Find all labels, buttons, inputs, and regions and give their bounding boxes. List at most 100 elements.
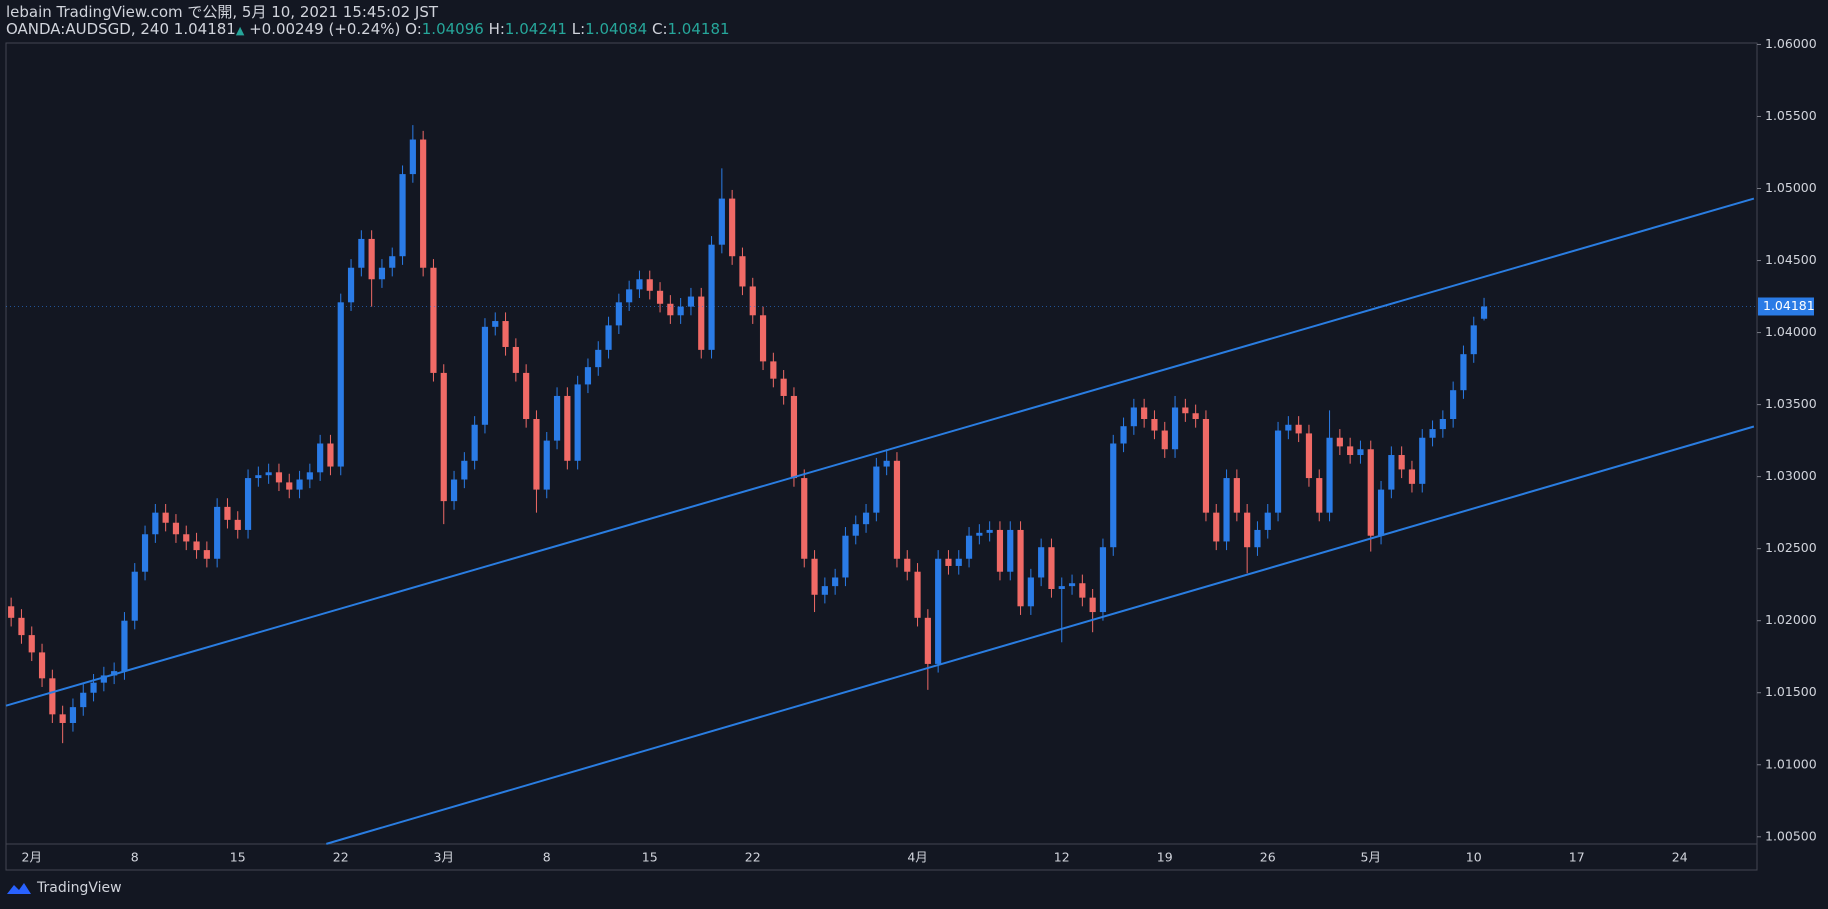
candle-body [440, 372, 447, 502]
candle-body [255, 475, 262, 479]
candle-body [1038, 547, 1045, 578]
last-price-label: 1.04181 [1763, 298, 1815, 313]
candle-body [636, 279, 643, 290]
candle-body [347, 267, 355, 303]
x-tick-label: 2月 [22, 850, 42, 865]
candle-body [420, 139, 427, 268]
candle-body [18, 617, 25, 636]
candle-body [935, 558, 942, 664]
x-tick-label: 4月 [907, 850, 927, 865]
candle-body [1439, 419, 1446, 430]
candle-body [296, 479, 303, 490]
candle-body [1130, 407, 1137, 427]
candle-body [1295, 424, 1302, 434]
candle-body [193, 541, 200, 551]
candle-body [615, 302, 622, 326]
candle-body [317, 443, 324, 473]
candle-body [667, 303, 674, 316]
candle-body [399, 174, 406, 257]
candle-body [131, 571, 138, 621]
candle-body [141, 534, 149, 572]
candle-body [1171, 407, 1179, 450]
candle-body [584, 367, 592, 385]
candle-body [1223, 478, 1230, 542]
candle-body [28, 635, 35, 653]
candle-body [904, 558, 911, 572]
candle-body [955, 558, 962, 566]
candle-body [1429, 429, 1436, 438]
candle-body [481, 326, 489, 425]
candle-body [718, 198, 725, 245]
candle-body [986, 529, 993, 533]
y-tick-label: 1.05000 [1765, 180, 1817, 195]
y-tick-label: 1.05500 [1765, 108, 1817, 123]
candle-body [1377, 489, 1385, 536]
y-tick-label: 1.04000 [1765, 324, 1817, 339]
trend-line [326, 425, 1755, 845]
candle-body [1285, 424, 1292, 431]
candle-body [1099, 547, 1107, 613]
candle-body [162, 512, 169, 523]
candle-body [1007, 529, 1014, 572]
x-tick-label: 15 [642, 850, 658, 865]
candle-body [523, 372, 530, 420]
symbol-line: OANDA:AUDSGD, 240 1.04181▲ +0.00249 (+0.… [6, 21, 730, 39]
x-tick-label: 12 [1054, 850, 1070, 865]
y-tick-label: 1.01500 [1765, 684, 1817, 699]
candle-body [430, 267, 437, 373]
ohlc-c-label: C: [651, 20, 668, 38]
brand: TradingView [37, 880, 122, 896]
candle-body [553, 395, 561, 441]
x-tick-label: 22 [745, 850, 761, 865]
y-tick-label: 1.01000 [1765, 756, 1817, 771]
candle-body [543, 440, 550, 490]
candle-body [1316, 478, 1323, 513]
trend-line [5, 197, 1755, 707]
candle-body [1274, 430, 1282, 513]
candle-body [729, 198, 736, 257]
candle-body [286, 482, 293, 490]
candle-body [409, 139, 416, 175]
y-tick-label: 1.02500 [1765, 540, 1817, 555]
y-tick-label: 1.00500 [1765, 828, 1817, 843]
candle-body [1408, 469, 1416, 484]
candle-body [1244, 512, 1251, 548]
candle-body [1470, 325, 1477, 355]
candle-body [172, 522, 180, 535]
candle-body [1110, 443, 1117, 548]
candle-body [203, 550, 210, 559]
last-price-box [1758, 297, 1814, 316]
candle-body [1058, 586, 1065, 590]
candle-body [1305, 433, 1313, 479]
candle-body [69, 707, 77, 723]
candle-body [759, 315, 767, 362]
candle-body [574, 384, 581, 461]
candle-body [90, 682, 97, 693]
candle-body [1233, 478, 1240, 513]
candle-body [873, 466, 880, 513]
ohlc-c-value: 1.04181 [667, 20, 730, 38]
candle-body [821, 586, 828, 595]
candle-body [1068, 583, 1076, 587]
candle-body [80, 692, 87, 708]
candle-body [605, 325, 612, 350]
candle-body [1027, 577, 1034, 607]
x-tick-label: 8 [131, 850, 139, 865]
candle-body [852, 524, 859, 536]
candle-body [471, 424, 478, 461]
candle-body [214, 506, 221, 559]
candle-body [1450, 390, 1457, 420]
candle-body [687, 296, 695, 307]
x-tick-label: 3月 [434, 850, 454, 865]
candle-body [1161, 430, 1168, 450]
candle-body [533, 419, 540, 490]
candle-body [450, 479, 458, 502]
y-tick-label: 1.02000 [1765, 612, 1817, 627]
symbol: OANDA:AUDSGD, 240 [6, 20, 170, 38]
candle-body [224, 506, 231, 520]
candle-body [100, 675, 107, 683]
last-price: 1.04181 [173, 20, 236, 38]
candle-body [59, 714, 66, 723]
candle-body [739, 256, 746, 287]
